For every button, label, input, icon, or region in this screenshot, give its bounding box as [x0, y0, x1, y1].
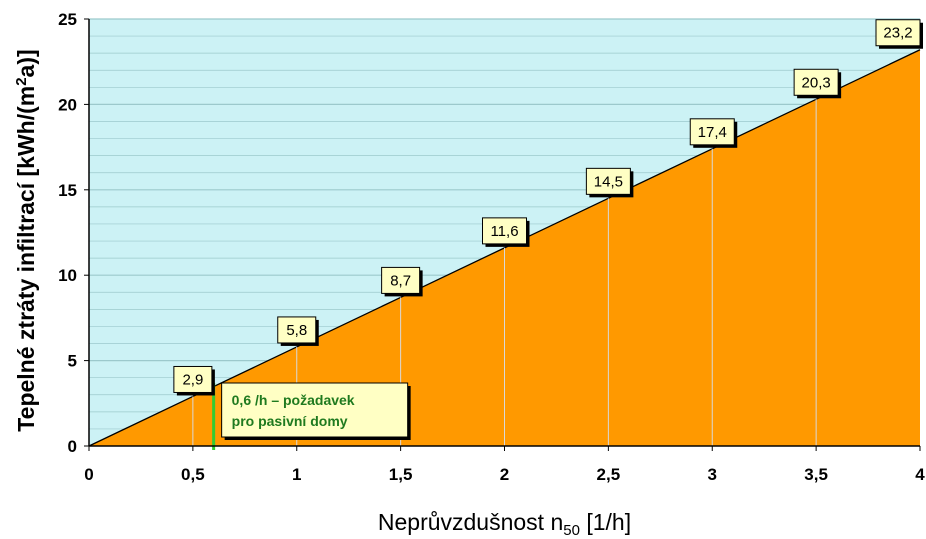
- requirement-note: 0,6 /h – požadavek pro pasivní domy: [221, 382, 411, 440]
- x-tick-label: 2: [500, 465, 509, 484]
- data-label-box: [173, 365, 213, 393]
- x-tick-label: 1,5: [389, 465, 413, 484]
- x-tick-label: 1: [292, 465, 301, 484]
- data-label-box: [482, 217, 527, 245]
- data-label: 20,3: [793, 68, 842, 99]
- y-tick-label: 10: [58, 266, 77, 285]
- x-axis-title: Neprůvzdušnost n50 [1/h]: [378, 509, 631, 539]
- y-axis-title: Tepelné ztráty infiltrací [kWh/(m2a)]: [13, 49, 39, 431]
- data-label-box: [689, 118, 735, 146]
- data-label-text: 8,7: [390, 272, 411, 289]
- x-tick-label: 2,5: [597, 465, 621, 484]
- data-label: 5,8: [277, 316, 319, 346]
- data-label: 23,2: [875, 19, 923, 49]
- data-label: 17,4: [689, 118, 738, 148]
- data-label-box: [585, 167, 631, 195]
- note-line-1: 0,6 /h – požadavek: [232, 392, 355, 408]
- x-tick-label: 0,5: [181, 465, 205, 484]
- y-tick-label: 15: [58, 181, 77, 200]
- data-label: 14,5: [585, 167, 634, 198]
- data-label-text: 2,9: [182, 371, 203, 388]
- data-label-text: 23,2: [883, 25, 912, 42]
- data-label: 2,9: [173, 365, 215, 396]
- y-tick-label: 5: [68, 352, 77, 371]
- y-tick-label: 20: [58, 95, 77, 114]
- note-box: [221, 382, 409, 438]
- y-tick-label: 0: [68, 437, 77, 456]
- y-tick-label: 25: [58, 10, 77, 29]
- data-label-text: 14,5: [594, 173, 623, 190]
- data-label-box: [277, 316, 317, 344]
- data-label: 11,6: [482, 217, 530, 247]
- note-line-2: pro pasivní domy: [232, 413, 348, 429]
- data-label-text: 17,4: [698, 124, 727, 141]
- x-tick-label: 3,5: [804, 465, 828, 484]
- data-label-box: [793, 68, 839, 96]
- x-tick-label: 4: [915, 465, 925, 484]
- data-label: 8,7: [381, 266, 423, 297]
- data-label-text: 20,3: [802, 74, 831, 91]
- x-tick-label: 3: [708, 465, 717, 484]
- data-label-box: [381, 266, 421, 294]
- data-label-text: 11,6: [490, 223, 518, 240]
- x-tick-label: 0: [84, 465, 93, 484]
- data-label-box: [875, 19, 921, 47]
- data-label-text: 5,8: [286, 322, 307, 339]
